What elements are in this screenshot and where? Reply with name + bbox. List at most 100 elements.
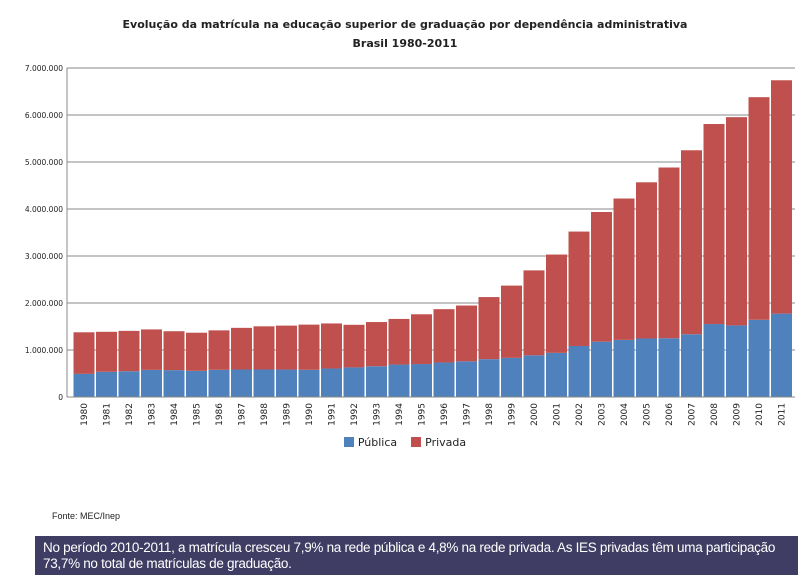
bar-publica-2008 (703, 324, 725, 397)
bar-privada-1989 (276, 325, 297, 370)
bar-publica-2002 (568, 346, 590, 397)
bar-privada-1993 (366, 322, 387, 367)
bar-publica-1984 (163, 370, 185, 397)
y-tick-label: 1.000.000 (25, 346, 63, 355)
x-tick-label: 1982 (125, 403, 135, 426)
x-tick-label: 1996 (440, 403, 450, 426)
bar-publica-1991 (321, 368, 342, 397)
chart-legend: Pública Privada (0, 436, 810, 449)
x-tick-label: 1980 (80, 403, 90, 426)
bar-privada-1987 (231, 327, 252, 370)
bar-privada-1981 (96, 331, 117, 372)
y-tick-label: 5.000.000 (25, 158, 63, 167)
bar-publica-1998 (478, 359, 500, 397)
x-tick-label: 2001 (553, 403, 563, 426)
x-tick-label: 1986 (215, 403, 225, 426)
legend-swatch-publica (343, 437, 354, 447)
chart-title: Evolução da matrícula na educação superi… (122, 18, 688, 31)
y-tick-label: 7.000.000 (25, 64, 63, 73)
x-tick-label: 1987 (238, 403, 248, 426)
bar-publica-1999 (501, 357, 522, 397)
bar-privada-2002 (568, 231, 590, 347)
bar-publica-1996 (433, 362, 455, 397)
bar-publica-1992 (343, 367, 365, 397)
bar-privada-1995 (411, 314, 432, 365)
bar-privada-2004 (613, 198, 635, 340)
y-tick-label: 4.000.000 (25, 205, 63, 214)
bar-privada-1986 (208, 330, 230, 370)
bar-privada-2011 (771, 80, 792, 314)
bar-publica-2000 (523, 355, 545, 397)
bar-privada-1992 (343, 324, 365, 368)
x-tick-label: 2006 (665, 403, 675, 426)
x-tick-label: 1992 (350, 403, 360, 426)
bar-publica-1980 (73, 373, 95, 397)
bar-publica-2005 (636, 338, 657, 397)
bar-privada-1999 (501, 285, 522, 358)
bar-privada-2005 (636, 182, 657, 339)
x-tick-label: 1995 (418, 403, 428, 426)
bar-privada-2009 (726, 117, 747, 326)
stacked-bar-chart: 0 1.000.000 2.000.000 3.000.000 4.000.000 5.0… (25, 64, 795, 426)
source-note: Fonte: MEC/Inep (52, 511, 121, 521)
x-tick-label: 1981 (103, 403, 113, 426)
x-tick-label: 2008 (710, 403, 720, 426)
bar-publica-1985 (186, 370, 207, 397)
bar-publica-1987 (231, 369, 252, 397)
bar-publica-2007 (681, 334, 702, 397)
bar-privada-2006 (658, 167, 680, 339)
x-tick-label: 1991 (328, 403, 338, 426)
x-tick-label: 1983 (148, 403, 158, 426)
bar-privada-1994 (388, 318, 410, 365)
x-tick-label: 2003 (598, 403, 608, 426)
bar-privada-1982 (118, 330, 140, 372)
bar-privada-1985 (186, 332, 207, 371)
legend-item-privada: Privada (411, 436, 466, 449)
bar-publica-1997 (456, 361, 477, 397)
x-tick-label: 2004 (620, 403, 630, 426)
bar-privada-2008 (703, 124, 725, 325)
legend-swatch-privada (411, 437, 422, 447)
bar-privada-1998 (478, 297, 500, 360)
x-tick-label: 2010 (755, 403, 765, 426)
bar-publica-1986 (208, 369, 230, 397)
x-tick-label: 1997 (463, 403, 473, 426)
x-tick-label: 2007 (688, 403, 698, 426)
bar-privada-1997 (456, 305, 477, 362)
bar-privada-2007 (681, 150, 702, 335)
bar-publica-1989 (276, 369, 297, 397)
y-tick-label: 0 (58, 393, 63, 402)
legend-label-publica: Pública (357, 436, 398, 449)
bar-publica-1995 (411, 364, 432, 397)
bar-privada-1991 (321, 323, 342, 369)
x-tick-label: 1999 (508, 403, 518, 426)
x-tick-label: 1990 (305, 403, 315, 426)
x-tick-label: 1994 (395, 403, 405, 426)
bar-publica-1981 (96, 371, 117, 397)
bar-privada-1984 (163, 331, 185, 371)
y-tick-label: 3.000.000 (25, 252, 63, 261)
bar-publica-2003 (591, 341, 612, 397)
legend-label-privada: Privada (425, 436, 467, 449)
bar-privada-1996 (433, 309, 455, 363)
bar-privada-2003 (591, 212, 612, 342)
bar-publica-1993 (366, 366, 387, 397)
bar-publica-2009 (726, 325, 747, 397)
bar-publica-2011 (771, 313, 792, 397)
bar-privada-2010 (748, 97, 770, 320)
x-tick-label: 1988 (260, 403, 270, 426)
x-tick-label: 1993 (373, 403, 383, 426)
bar-privada-1980 (73, 332, 95, 374)
y-tick-label: 6.000.000 (25, 111, 63, 120)
x-tick-label: 2011 (778, 403, 788, 426)
bar-publica-2004 (613, 339, 635, 397)
x-tick-label: 2005 (643, 403, 653, 426)
bar-publica-1988 (253, 369, 275, 397)
bar-publica-1982 (118, 371, 140, 397)
x-tick-label: 2009 (733, 403, 743, 426)
bar-publica-1990 (298, 369, 320, 397)
legend-item-publica: Pública (343, 436, 398, 449)
x-tick-label: 1984 (170, 403, 180, 426)
bar-publica-2010 (748, 319, 770, 397)
bar-privada-1990 (298, 324, 320, 370)
